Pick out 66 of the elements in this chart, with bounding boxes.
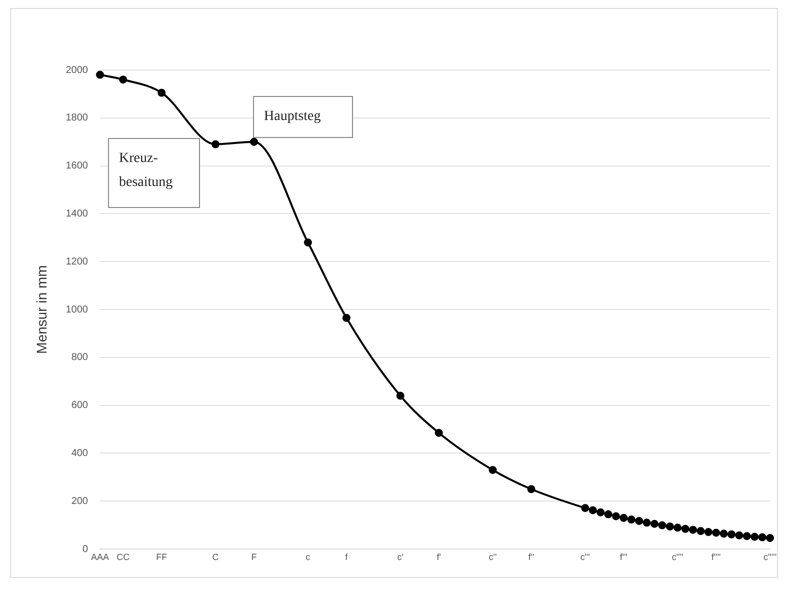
x-tick-label: f'' bbox=[528, 552, 535, 562]
y-tick-label: 400 bbox=[71, 448, 88, 459]
point bbox=[304, 238, 312, 246]
point bbox=[434, 428, 443, 437]
point bbox=[727, 530, 736, 538]
point bbox=[527, 485, 536, 494]
point bbox=[342, 314, 350, 322]
point bbox=[620, 514, 628, 522]
x-tick-label: c' bbox=[397, 552, 404, 562]
x-tick-label: c bbox=[306, 552, 311, 562]
y-tick-label: 1000 bbox=[66, 304, 88, 316]
point bbox=[581, 504, 590, 512]
y-tick-label: 800 bbox=[71, 352, 88, 364]
x-tick-label: FF bbox=[156, 552, 168, 562]
point bbox=[696, 527, 705, 536]
x-tick-label: f' bbox=[436, 552, 442, 562]
point bbox=[720, 530, 728, 538]
x-tick-label: F bbox=[251, 552, 258, 562]
point bbox=[396, 392, 404, 400]
y-tick-label: 200 bbox=[71, 496, 88, 507]
point bbox=[674, 524, 682, 532]
x-tick-label: f'''' bbox=[711, 552, 722, 562]
annotation: Hauptsteg bbox=[253, 96, 353, 138]
y-tick-label: 600 bbox=[71, 400, 88, 412]
x-tick-label: c'' bbox=[488, 552, 498, 562]
point bbox=[635, 516, 644, 525]
annotation: Kreuz- besaitung bbox=[108, 138, 200, 208]
y-tick-label: 1600 bbox=[66, 160, 88, 172]
x-tick-label: AAA bbox=[90, 552, 110, 562]
x-tick-label: C bbox=[212, 552, 220, 562]
point bbox=[766, 534, 774, 542]
point bbox=[250, 138, 258, 146]
y-tick-label: 0 bbox=[82, 544, 88, 555]
x-tick-label: f''' bbox=[620, 552, 628, 562]
point bbox=[735, 531, 744, 540]
point bbox=[758, 533, 766, 542]
point bbox=[681, 524, 690, 533]
point bbox=[596, 508, 605, 516]
point bbox=[212, 140, 220, 148]
point bbox=[627, 516, 636, 524]
y-tick-label: 1200 bbox=[66, 256, 88, 268]
point bbox=[712, 528, 720, 537]
point bbox=[604, 510, 612, 518]
y-tick-label: 1800 bbox=[66, 112, 88, 124]
x-tick-label: CC bbox=[116, 552, 130, 562]
point bbox=[704, 528, 712, 536]
point bbox=[119, 76, 128, 84]
point bbox=[612, 512, 620, 520]
point bbox=[488, 466, 497, 474]
y-axis-title: Mensur in mm bbox=[33, 265, 50, 354]
x-tick-label: f bbox=[345, 552, 348, 562]
point bbox=[658, 521, 666, 530]
point bbox=[650, 520, 658, 528]
point bbox=[588, 506, 597, 514]
y-tick-label: 2000 bbox=[66, 64, 88, 76]
x-tick-label: c''''' bbox=[763, 552, 777, 562]
point bbox=[666, 522, 674, 530]
point bbox=[158, 88, 166, 97]
x-tick-label: c''' bbox=[580, 552, 590, 562]
point bbox=[96, 70, 104, 79]
point bbox=[688, 526, 697, 534]
x-tick-label: c'''' bbox=[672, 552, 684, 562]
y-tick-label: 1400 bbox=[66, 208, 88, 220]
point bbox=[642, 518, 651, 527]
point bbox=[750, 532, 759, 541]
point bbox=[742, 532, 751, 540]
